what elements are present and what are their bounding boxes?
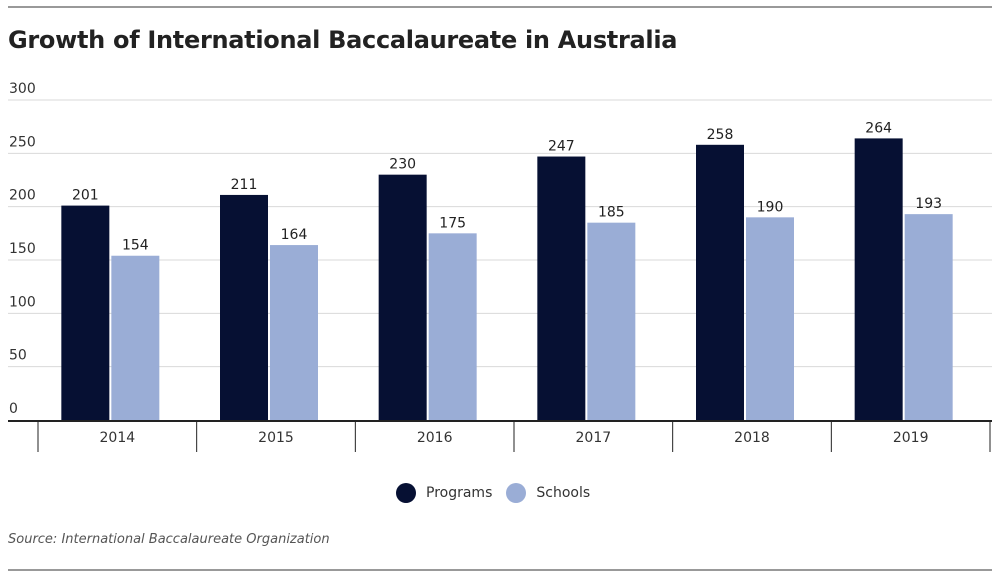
data-label-schools-2019: 193 (915, 196, 942, 212)
x-tick-label-2016: 2016 (417, 430, 453, 446)
bar-programs-2019 (854, 138, 903, 420)
y-tick-label-250: 250 (9, 134, 36, 150)
y-tick-label-100: 100 (9, 294, 36, 310)
bar-schools-2015 (270, 245, 318, 420)
bar-schools-2014 (111, 255, 160, 420)
data-label-programs-2014: 201 (72, 188, 99, 204)
data-label-programs-2019: 264 (865, 120, 892, 136)
x-tick-label-2018: 2018 (734, 430, 770, 446)
x-tick-label-2014: 2014 (100, 430, 136, 446)
bar-schools-2019 (904, 214, 953, 420)
x-tick-label-2019: 2019 (893, 430, 929, 446)
bottom-rule (8, 569, 992, 571)
legend-item-schools[interactable]: Schools (506, 483, 590, 503)
data-label-schools-2014: 154 (122, 238, 149, 254)
y-tick-label-300: 300 (9, 81, 36, 97)
x-tick-label-2017: 2017 (576, 430, 612, 446)
data-label-schools-2015: 164 (281, 227, 308, 243)
data-label-programs-2018: 258 (707, 127, 734, 143)
bar-schools-2018 (746, 217, 794, 420)
top-rule (8, 6, 992, 8)
bar-programs-2014 (61, 205, 110, 420)
bar-programs-2018 (696, 144, 744, 421)
y-tick-label-50: 50 (9, 348, 27, 364)
legend-label-schools: Schools (536, 485, 591, 501)
y-tick-label-150: 150 (9, 241, 36, 257)
legend: Programs Schools (396, 483, 590, 503)
bar-schools-2016 (428, 233, 477, 420)
bar-programs-2016 (378, 174, 427, 420)
data-label-programs-2016: 230 (389, 157, 416, 173)
x-tick-label-2015: 2015 (258, 430, 294, 446)
bar-programs-2017 (537, 156, 586, 421)
legend-item-programs[interactable]: Programs (396, 483, 492, 503)
data-label-programs-2015: 211 (231, 177, 258, 193)
data-label-schools-2018: 190 (757, 199, 784, 215)
data-label-schools-2017: 185 (598, 205, 625, 221)
data-label-schools-2016: 175 (439, 215, 466, 231)
bar-programs-2015 (220, 194, 268, 420)
chart-title: Growth of International Baccalaureate in… (8, 26, 678, 54)
y-tick-label-200: 200 (9, 188, 36, 204)
legend-label-programs: Programs (426, 485, 493, 501)
bar-schools-2017 (587, 222, 636, 420)
y-tick-label-0: 0 (9, 401, 18, 417)
data-label-programs-2017: 247 (548, 139, 575, 155)
legend-swatch-programs (396, 483, 416, 503)
legend-swatch-schools (506, 483, 527, 503)
source-note: Source: International Baccalaureate Orga… (8, 532, 330, 547)
